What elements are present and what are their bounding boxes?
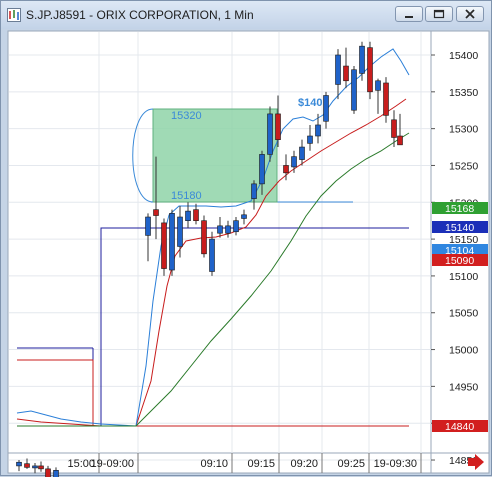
candle-body[interactable] bbox=[161, 222, 167, 269]
candle-body[interactable] bbox=[259, 154, 265, 185]
price-label-text: 15168 bbox=[445, 203, 474, 215]
price-tick-label: 15400 bbox=[449, 50, 478, 62]
minimize-icon bbox=[405, 16, 413, 18]
candle-body[interactable] bbox=[169, 213, 175, 271]
price-tick-label: 15050 bbox=[449, 308, 478, 320]
time-tick-label: 15:00 bbox=[67, 458, 95, 470]
price-label-text: 15090 bbox=[445, 255, 474, 267]
maximize-button[interactable] bbox=[425, 6, 453, 22]
price-tick-label: 15300 bbox=[449, 124, 478, 136]
profit-annotation: $140 bbox=[298, 97, 322, 109]
time-tick-label: 09:20 bbox=[290, 458, 318, 470]
time-tick-label: 09:25 bbox=[337, 458, 365, 470]
candle-body[interactable] bbox=[275, 113, 281, 140]
title-bar[interactable]: S.JP.J8591 - ORIX CORPORATION, 1 Min bbox=[1, 1, 491, 29]
target-zone-bracket bbox=[132, 108, 154, 203]
candle-body[interactable] bbox=[16, 461, 22, 467]
candle-body[interactable] bbox=[53, 470, 59, 477]
level-line-low bbox=[17, 359, 409, 427]
candle-body[interactable] bbox=[145, 216, 151, 236]
candle-body[interactable] bbox=[391, 119, 397, 138]
candle-body[interactable] bbox=[383, 82, 389, 116]
candle-body[interactable] bbox=[177, 216, 183, 247]
target-upper-label: 15320 bbox=[171, 110, 202, 122]
window-title: S.JP.J8591 - ORIX CORPORATION, 1 Min bbox=[26, 8, 254, 22]
candle-body[interactable] bbox=[241, 214, 247, 219]
maximize-icon bbox=[433, 9, 445, 19]
candle-body[interactable] bbox=[351, 69, 357, 111]
candle-body[interactable] bbox=[267, 113, 273, 155]
ma-mid-line bbox=[16, 48, 410, 427]
chart-app-icon bbox=[7, 8, 21, 22]
candle-body[interactable] bbox=[209, 238, 215, 272]
candle-body[interactable] bbox=[217, 225, 223, 234]
price-tick-label: 15100 bbox=[449, 271, 478, 283]
candle-body[interactable] bbox=[233, 220, 239, 233]
candle-body[interactable] bbox=[359, 45, 365, 74]
time-tick-label: 09:10 bbox=[200, 458, 228, 470]
grid-lines bbox=[9, 32, 431, 461]
candle-body[interactable] bbox=[201, 220, 207, 255]
price-label-tag bbox=[432, 244, 488, 256]
candle-body[interactable] bbox=[38, 465, 44, 470]
price-label-text: 15140 bbox=[445, 222, 474, 234]
candle-body[interactable] bbox=[375, 80, 381, 91]
target-lower-label: 15180 bbox=[171, 190, 202, 202]
time-tick-label: 19-09:00 bbox=[91, 458, 134, 470]
candle-body[interactable] bbox=[335, 54, 341, 85]
candle-body[interactable] bbox=[283, 165, 289, 174]
candle-body[interactable] bbox=[45, 468, 51, 477]
candle-body[interactable] bbox=[32, 465, 38, 469]
candle-body[interactable] bbox=[323, 95, 329, 122]
candle-body[interactable] bbox=[315, 124, 321, 137]
price-label-tag bbox=[432, 221, 488, 233]
candle-body[interactable] bbox=[251, 183, 257, 199]
price-label-tag bbox=[432, 420, 488, 432]
price-tick-label: 15350 bbox=[449, 87, 478, 99]
candle-body[interactable] bbox=[153, 209, 159, 216]
price-label-tag bbox=[432, 202, 488, 214]
candle-body[interactable] bbox=[397, 135, 403, 146]
price-tick-label: 14950 bbox=[449, 381, 478, 393]
plot-area[interactable] bbox=[7, 30, 432, 454]
candle-body[interactable] bbox=[367, 47, 373, 93]
close-button[interactable] bbox=[456, 6, 484, 22]
price-label-text: 14840 bbox=[445, 421, 474, 433]
ma-slow-line bbox=[17, 132, 410, 427]
candle-body[interactable] bbox=[291, 156, 297, 168]
close-icon bbox=[465, 9, 475, 19]
candle-body[interactable] bbox=[299, 146, 305, 160]
candle-body[interactable] bbox=[307, 135, 313, 144]
time-tick-label: 19-09:30 bbox=[374, 458, 417, 470]
scroll-right-arrow-icon[interactable] bbox=[468, 454, 484, 470]
price-tick-label: 15250 bbox=[449, 160, 478, 172]
candles bbox=[16, 41, 403, 477]
price-tick-label: 15150 bbox=[449, 234, 478, 246]
candle-body[interactable] bbox=[185, 210, 191, 221]
time-tick-label: 09:15 bbox=[247, 458, 275, 470]
candle-body[interactable] bbox=[24, 463, 30, 468]
candle-body[interactable] bbox=[343, 65, 349, 82]
candle-body[interactable] bbox=[193, 209, 199, 221]
candle-body[interactable] bbox=[225, 225, 231, 234]
price-label-tag bbox=[432, 254, 488, 266]
price-tick-label: 15000 bbox=[449, 345, 478, 357]
minimize-button[interactable] bbox=[395, 6, 423, 22]
